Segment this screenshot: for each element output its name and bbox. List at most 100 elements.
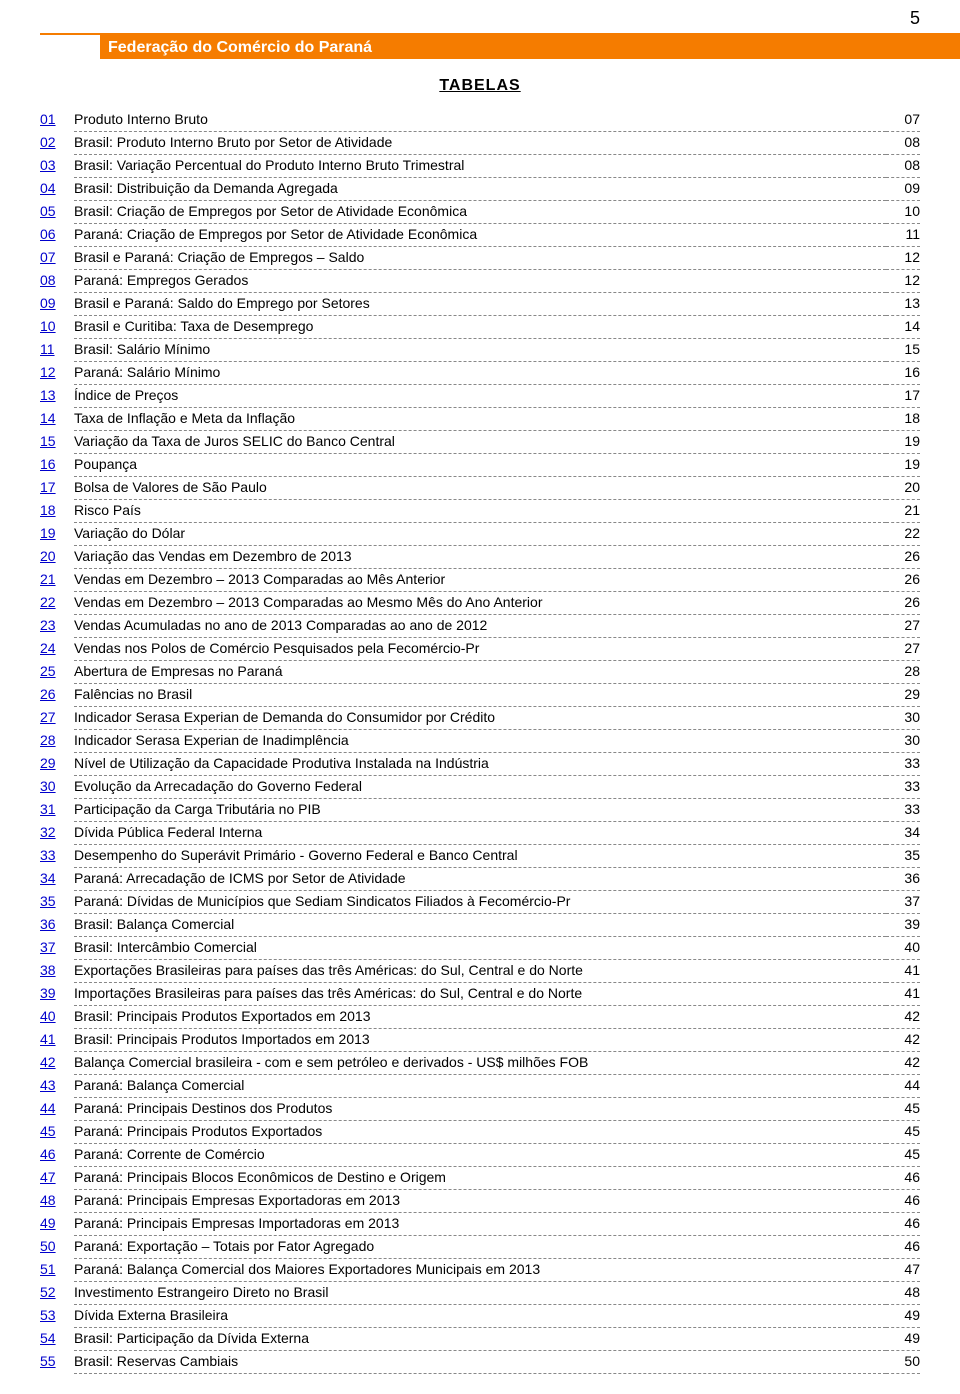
toc-page: 13 <box>886 293 920 316</box>
toc-row: 07Brasil e Paraná: Criação de Empregos –… <box>40 247 920 270</box>
toc-link-number[interactable]: 14 <box>40 408 74 429</box>
toc-row: 28Indicador Serasa Experian de Inadimplê… <box>40 730 920 753</box>
toc-page: 34 <box>886 822 920 845</box>
toc-link-number[interactable]: 39 <box>40 983 74 1004</box>
toc-link-number[interactable]: 21 <box>40 569 74 590</box>
toc-description: Vendas em Dezembro – 2013 Comparadas ao … <box>74 569 886 592</box>
toc-link-number[interactable]: 12 <box>40 362 74 383</box>
toc-link-number[interactable]: 19 <box>40 523 74 544</box>
toc-link-number[interactable]: 42 <box>40 1052 74 1073</box>
toc-link-number[interactable]: 17 <box>40 477 74 498</box>
toc-description: Brasil: Participação da Dívida Externa <box>74 1328 886 1351</box>
toc-link-number[interactable]: 27 <box>40 707 74 728</box>
toc-link-number[interactable]: 36 <box>40 914 74 935</box>
toc-description: Nível de Utilização da Capacidade Produt… <box>74 753 886 776</box>
toc-row: 14Taxa de Inflação e Meta da Inflação18 <box>40 408 920 431</box>
toc-link-number[interactable]: 11 <box>40 339 74 360</box>
toc-page: 48 <box>886 1282 920 1305</box>
toc-link-number[interactable]: 34 <box>40 868 74 889</box>
toc-row: 13Índice de Preços17 <box>40 385 920 408</box>
toc-link-number[interactable]: 40 <box>40 1006 74 1027</box>
toc-link-number[interactable]: 26 <box>40 684 74 705</box>
toc-link-number[interactable]: 55 <box>40 1351 74 1372</box>
toc-description: Poupança <box>74 454 886 477</box>
toc-row: 34Paraná: Arrecadação de ICMS por Setor … <box>40 868 920 891</box>
toc-link-number[interactable]: 15 <box>40 431 74 452</box>
toc-link-number[interactable]: 31 <box>40 799 74 820</box>
toc-row: 04Brasil: Distribuição da Demanda Agrega… <box>40 178 920 201</box>
toc-link-number[interactable]: 22 <box>40 592 74 613</box>
toc-link-number[interactable]: 29 <box>40 753 74 774</box>
toc-link-number[interactable]: 45 <box>40 1121 74 1142</box>
toc-row: 26Falências no Brasil29 <box>40 684 920 707</box>
toc-link-number[interactable]: 49 <box>40 1213 74 1234</box>
toc-link-number[interactable]: 04 <box>40 178 74 199</box>
toc-link-number[interactable]: 07 <box>40 247 74 268</box>
toc-link-number[interactable]: 16 <box>40 454 74 475</box>
toc-row: 24Vendas nos Polos de Comércio Pesquisad… <box>40 638 920 661</box>
toc-row: 09Brasil e Paraná: Saldo do Emprego por … <box>40 293 920 316</box>
toc-link-number[interactable]: 25 <box>40 661 74 682</box>
toc-link-number[interactable]: 43 <box>40 1075 74 1096</box>
toc-link-number[interactable]: 23 <box>40 615 74 636</box>
toc-link-number[interactable]: 01 <box>40 109 74 130</box>
toc-description: Dívida Pública Federal Interna <box>74 822 886 845</box>
toc-link-number[interactable]: 54 <box>40 1328 74 1349</box>
toc-link-number[interactable]: 03 <box>40 155 74 176</box>
toc-description: Paraná: Principais Blocos Econômicos de … <box>74 1167 886 1190</box>
toc-row: 31Participação da Carga Tributária no PI… <box>40 799 920 822</box>
toc-link-number[interactable]: 28 <box>40 730 74 751</box>
toc-link-number[interactable]: 53 <box>40 1305 74 1326</box>
toc-link-number[interactable]: 51 <box>40 1259 74 1280</box>
toc-row: 08Paraná: Empregos Gerados12 <box>40 270 920 293</box>
toc-description: Paraná: Principais Produtos Exportados <box>74 1121 886 1144</box>
toc-description: Brasil: Produto Interno Bruto por Setor … <box>74 132 886 155</box>
toc-link-number[interactable]: 30 <box>40 776 74 797</box>
toc-page: 10 <box>886 201 920 224</box>
toc-page: 46 <box>886 1213 920 1236</box>
toc-row: 19Variação do Dólar22 <box>40 523 920 546</box>
toc-row: 17Bolsa de Valores de São Paulo20 <box>40 477 920 500</box>
toc-description: Paraná: Empregos Gerados <box>74 270 886 293</box>
toc-description: Brasil e Curitiba: Taxa de Desemprego <box>74 316 886 339</box>
toc-description: Paraná: Dívidas de Municípios que Sediam… <box>74 891 886 914</box>
toc-row: 50Paraná: Exportação – Totais por Fator … <box>40 1236 920 1259</box>
toc-link-number[interactable]: 37 <box>40 937 74 958</box>
toc-link-number[interactable]: 08 <box>40 270 74 291</box>
toc-page: 41 <box>886 960 920 983</box>
toc-page: 20 <box>886 477 920 500</box>
toc-description: Paraná: Exportação – Totais por Fator Ag… <box>74 1236 886 1259</box>
toc-link-number[interactable]: 09 <box>40 293 74 314</box>
toc-link-number[interactable]: 47 <box>40 1167 74 1188</box>
toc-row: 54Brasil: Participação da Dívida Externa… <box>40 1328 920 1351</box>
toc-row: 51Paraná: Balança Comercial dos Maiores … <box>40 1259 920 1282</box>
toc-link-number[interactable]: 06 <box>40 224 74 245</box>
toc-link-number[interactable]: 46 <box>40 1144 74 1165</box>
toc-table: 01Produto Interno Bruto0702Brasil: Produ… <box>40 109 920 1374</box>
toc-link-number[interactable]: 50 <box>40 1236 74 1257</box>
toc-page: 17 <box>886 385 920 408</box>
toc-row: 44Paraná: Principais Destinos dos Produt… <box>40 1098 920 1121</box>
toc-link-number[interactable]: 44 <box>40 1098 74 1119</box>
toc-link-number[interactable]: 33 <box>40 845 74 866</box>
toc-description: Brasil: Variação Percentual do Produto I… <box>74 155 886 178</box>
toc-link-number[interactable]: 24 <box>40 638 74 659</box>
toc-link-number[interactable]: 02 <box>40 132 74 153</box>
toc-description: Paraná: Arrecadação de ICMS por Setor de… <box>74 868 886 891</box>
toc-row: 20Variação das Vendas em Dezembro de 201… <box>40 546 920 569</box>
toc-link-number[interactable]: 35 <box>40 891 74 912</box>
toc-link-number[interactable]: 41 <box>40 1029 74 1050</box>
toc-link-number[interactable]: 48 <box>40 1190 74 1211</box>
toc-link-number[interactable]: 05 <box>40 201 74 222</box>
toc-description: Brasil: Salário Mínimo <box>74 339 886 362</box>
toc-link-number[interactable]: 20 <box>40 546 74 567</box>
toc-description: Brasil: Principais Produtos Exportados e… <box>74 1006 886 1029</box>
toc-link-number[interactable]: 18 <box>40 500 74 521</box>
toc-link-number[interactable]: 10 <box>40 316 74 337</box>
toc-link-number[interactable]: 13 <box>40 385 74 406</box>
toc-link-number[interactable]: 38 <box>40 960 74 981</box>
toc-description: Brasil e Paraná: Saldo do Emprego por Se… <box>74 293 886 316</box>
toc-page: 26 <box>886 592 920 615</box>
toc-link-number[interactable]: 52 <box>40 1282 74 1303</box>
toc-link-number[interactable]: 32 <box>40 822 74 843</box>
